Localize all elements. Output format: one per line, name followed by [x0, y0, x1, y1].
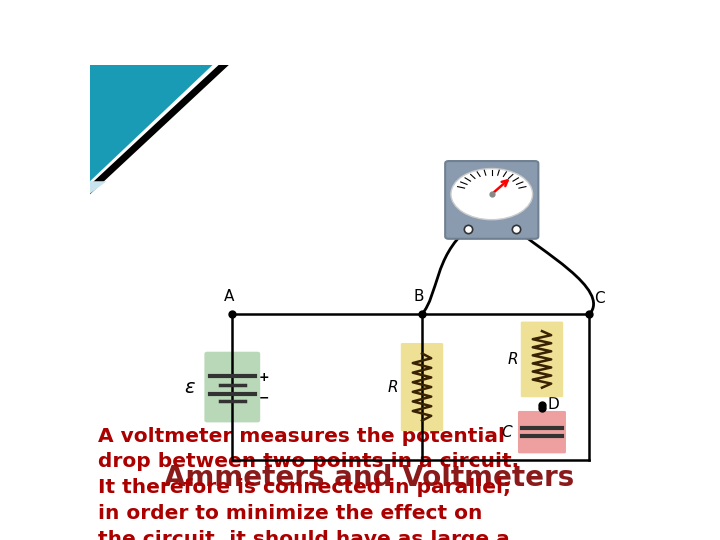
FancyBboxPatch shape — [518, 411, 566, 454]
Text: R: R — [387, 380, 398, 395]
Text: A: A — [225, 289, 235, 304]
FancyBboxPatch shape — [204, 352, 260, 422]
Text: +: + — [259, 371, 270, 384]
Text: $\varepsilon$: $\varepsilon$ — [184, 377, 196, 396]
FancyBboxPatch shape — [521, 321, 563, 397]
Ellipse shape — [451, 168, 533, 220]
Polygon shape — [90, 65, 213, 181]
Text: A voltmeter measures the potential
drop between two points in a circuit.
It ther: A voltmeter measures the potential drop … — [99, 427, 520, 540]
Text: −: − — [259, 392, 269, 404]
Polygon shape — [90, 181, 107, 194]
Text: B: B — [414, 289, 425, 304]
Text: C: C — [502, 424, 513, 440]
Text: C: C — [594, 291, 605, 306]
Text: R: R — [508, 352, 518, 367]
FancyBboxPatch shape — [401, 343, 444, 431]
Text: Ammeters and Voltmeters: Ammeters and Voltmeters — [164, 464, 574, 492]
Text: D: D — [548, 397, 559, 412]
FancyBboxPatch shape — [445, 161, 539, 239]
